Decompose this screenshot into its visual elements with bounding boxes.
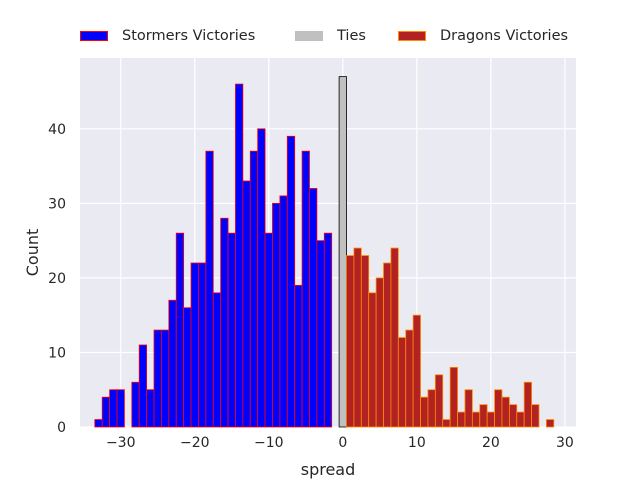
y-tick-label: 30 — [48, 196, 66, 212]
legend-item-ties: Ties — [295, 26, 366, 46]
legend-swatch-ties — [295, 31, 323, 41]
x-tick-label: 30 — [556, 435, 574, 451]
bar-series-0 — [279, 195, 288, 428]
legend-label-dragons: Dragons Victories — [440, 28, 569, 44]
legend-label-stormers: Stormers Victories — [122, 28, 256, 44]
bar-series-0 — [242, 180, 251, 428]
bar-series-2 — [346, 255, 355, 428]
bar-series-0 — [257, 128, 266, 428]
bar-series-2 — [464, 389, 473, 428]
bar-series-2 — [457, 411, 466, 428]
bar-series-2 — [479, 404, 488, 428]
bar-series-1 — [338, 76, 347, 428]
y-tick-label: 20 — [48, 271, 66, 287]
y-tick-label: 40 — [48, 122, 66, 138]
x-tick-label: 10 — [408, 435, 426, 451]
bar-series-2 — [531, 404, 540, 428]
bar-series-0 — [286, 135, 296, 428]
bar-series-0 — [235, 83, 244, 428]
bar-series-2 — [390, 247, 399, 428]
bar-series-2 — [449, 366, 458, 428]
bar-series-0 — [294, 284, 303, 428]
y-tick-label: 10 — [48, 345, 66, 361]
y-tick-label: 0 — [57, 420, 66, 436]
bar-series-0 — [309, 188, 318, 428]
bar-series-0 — [198, 262, 207, 428]
bar-series-2 — [471, 411, 481, 428]
bar-series-0 — [168, 299, 177, 428]
y-axis-label: Count — [23, 229, 42, 277]
bar-series-2 — [434, 374, 444, 428]
x-tick-label: 0 — [338, 435, 347, 451]
bar-series-2 — [523, 381, 532, 428]
bar-series-0 — [101, 396, 111, 428]
legend: Stormers Victories Ties Dragons Victorie… — [80, 26, 580, 46]
bar-series-0 — [109, 389, 118, 428]
bar-series-0 — [138, 344, 148, 428]
bar-series-0 — [212, 292, 222, 428]
legend-item-dragons: Dragons Victories — [398, 26, 568, 46]
legend-swatch-dragons — [398, 31, 426, 41]
bar-series-2 — [516, 411, 525, 428]
legend-swatch-stormers — [80, 31, 108, 41]
bar-series-2 — [353, 247, 362, 428]
bar-series-0 — [227, 232, 236, 428]
x-tick-label: −30 — [106, 435, 136, 451]
bar-series-0 — [153, 329, 162, 428]
bar-series-2 — [420, 396, 429, 428]
bar-series-2 — [486, 411, 495, 428]
bar-series-2 — [501, 396, 510, 428]
bar-series-2 — [368, 292, 377, 428]
bar-series-2 — [360, 255, 370, 428]
bar-series-2 — [545, 419, 555, 428]
bar-series-0 — [272, 202, 281, 428]
bar-series-0 — [323, 232, 333, 428]
bar-series-2 — [442, 419, 451, 428]
bar-series-0 — [146, 389, 155, 428]
x-tick-label: −10 — [254, 435, 284, 451]
bar-series-0 — [175, 232, 185, 428]
bar-series-2 — [412, 314, 421, 428]
bar-series-0 — [264, 232, 273, 428]
bar-series-0 — [249, 150, 259, 428]
bar-series-2 — [397, 337, 407, 428]
bar-series-0 — [131, 381, 140, 428]
bar-series-0 — [94, 419, 103, 428]
bar-series-0 — [316, 240, 325, 428]
bar-series-0 — [220, 217, 229, 428]
x-axis-label: spread — [301, 460, 356, 479]
legend-item-stormers: Stormers Victories — [80, 26, 255, 46]
bar-series-2 — [508, 404, 518, 428]
bar-series-2 — [405, 329, 414, 428]
bar-series-0 — [161, 329, 170, 428]
bar-series-0 — [183, 307, 192, 428]
bar-series-0 — [301, 150, 310, 428]
bar-series-0 — [205, 150, 214, 428]
bar-series-0 — [190, 262, 199, 428]
bar-series-0 — [116, 389, 125, 428]
bar-series-2 — [427, 389, 436, 428]
bar-series-2 — [375, 277, 384, 428]
legend-label-ties: Ties — [337, 28, 366, 44]
bar-series-2 — [383, 262, 392, 428]
x-tick-label: −20 — [180, 435, 210, 451]
bar-series-2 — [494, 389, 503, 428]
x-tick-label: 20 — [482, 435, 500, 451]
